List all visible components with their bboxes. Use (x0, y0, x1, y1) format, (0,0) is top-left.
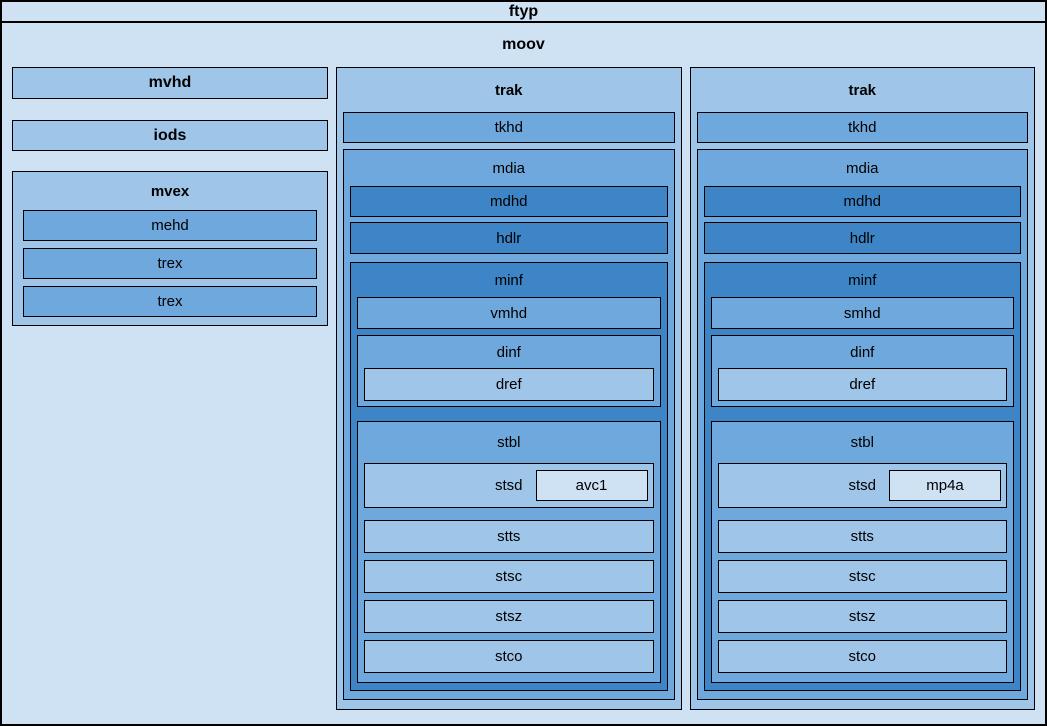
box-trex: trex (23, 286, 317, 317)
box-mvex-label: mvex (150, 182, 190, 200)
box-stsd-label: stsd (494, 477, 523, 494)
box-iods: iods (12, 120, 328, 151)
box-stbl-label: stbl (497, 434, 521, 451)
box-trex: trex (23, 248, 317, 279)
box-moov: moov mvhd iods mvex mehd trex trex trak … (0, 21, 1047, 726)
box-minf-label: minf (848, 271, 877, 289)
box-trak-audio: trak tkhd mdia mdhd hdlr minf smhd dinf … (689, 67, 1035, 710)
box-dref: dref (364, 368, 654, 401)
box-vmhd: vmhd (357, 297, 661, 329)
box-stsc: stsc (364, 560, 654, 593)
box-trak-video: trak tkhd mdia mdhd hdlr minf vmhd dinf … (336, 67, 682, 710)
box-smhd: smhd (710, 297, 1014, 329)
box-minf-label: minf (494, 271, 523, 289)
box-stsz: stsz (364, 600, 654, 633)
box-minf: minf vmhd dinf dref stbl stsd avc1 (350, 262, 668, 691)
box-ftyp-label: ftyp (508, 2, 539, 20)
box-stsz: stsz (717, 600, 1007, 633)
box-stbl-label: stbl (850, 434, 874, 451)
box-stsd: stsd mp4a (717, 463, 1007, 508)
box-moov-label: moov (502, 36, 545, 53)
box-dinf: dinf dref (710, 335, 1014, 407)
box-dinf: dinf dref (357, 335, 661, 407)
box-trak-label: trak (848, 81, 877, 99)
box-dref: dref (717, 368, 1007, 401)
column-trak-video: trak tkhd mdia mdhd hdlr minf vmhd dinf … (336, 67, 682, 710)
box-tkhd: tkhd (696, 112, 1028, 143)
box-dinf-label: dinf (496, 343, 521, 361)
box-avc1: avc1 (535, 470, 648, 501)
box-mdia: mdia mdhd hdlr minf smhd dinf dref stbl (696, 149, 1028, 700)
box-mvex: mvex mehd trex trex (12, 171, 328, 326)
box-mdia: mdia mdhd hdlr minf vmhd dinf dref stbl (343, 149, 675, 700)
box-stco: stco (364, 640, 654, 673)
moov-columns: mvhd iods mvex mehd trex trex trak tkhd … (2, 67, 1045, 724)
box-dinf-label: dinf (850, 343, 875, 361)
box-mvhd: mvhd (12, 67, 328, 99)
column-trak-audio: trak tkhd mdia mdhd hdlr minf smhd dinf … (689, 67, 1035, 710)
column-movie-level: mvhd iods mvex mehd trex trex (12, 67, 328, 710)
box-stsd-label: stsd (848, 477, 876, 494)
box-stsc: stsc (717, 560, 1007, 593)
box-ftyp: ftyp (0, 0, 1047, 23)
box-stts: stts (364, 520, 654, 553)
box-mdia-label: mdia (492, 159, 525, 177)
box-stco: stco (717, 640, 1007, 673)
box-mehd: mehd (23, 210, 317, 241)
box-stbl: stbl stsd mp4a stts stsc stsz stco (710, 421, 1014, 683)
box-hdlr: hdlr (703, 222, 1021, 254)
box-stbl: stbl stsd avc1 stts stsc stsz stco (357, 421, 661, 683)
box-hdlr: hdlr (350, 222, 668, 254)
box-mdia-label: mdia (845, 159, 879, 177)
box-tkhd: tkhd (343, 112, 675, 143)
box-trak-label: trak (494, 81, 523, 99)
box-mp4a: mp4a (889, 470, 1001, 501)
box-minf: minf smhd dinf dref stbl stsd mp4a (703, 262, 1021, 691)
box-stsd: stsd avc1 (364, 463, 654, 508)
box-stts: stts (717, 520, 1007, 553)
box-mdhd: mdhd (703, 186, 1021, 217)
box-mdhd: mdhd (350, 186, 668, 217)
